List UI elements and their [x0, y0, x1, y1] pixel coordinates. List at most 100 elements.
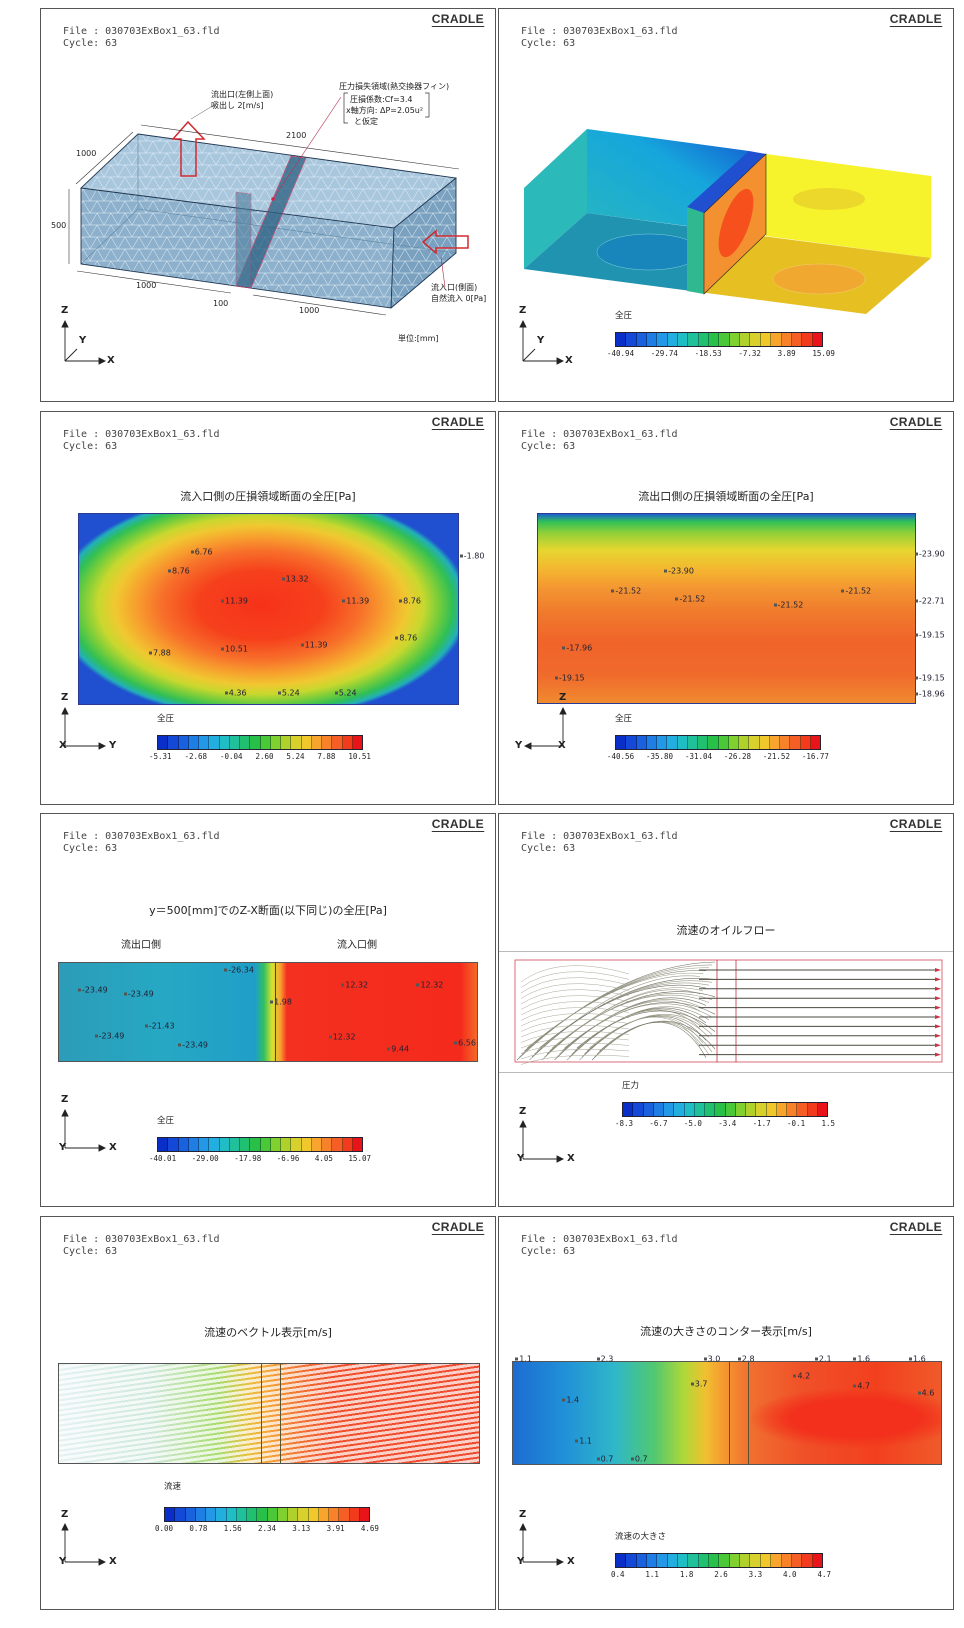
- colorbar-segment: [332, 736, 343, 749]
- streamline: [574, 1009, 701, 1052]
- contour-plot: -23.90 -23.90 -21.52 -21.52 -21.52 -21.5…: [537, 513, 945, 704]
- colorbar-segment: [281, 736, 292, 749]
- colorbar-segment: [771, 1554, 782, 1567]
- contour-label: 0.7: [631, 1454, 648, 1463]
- contour-label: 4.7: [853, 1382, 870, 1391]
- file-name: File : 030703ExBox1_63.fld: [63, 831, 220, 842]
- legend-title: 全圧: [157, 714, 175, 724]
- axis-y-label: Y: [515, 740, 523, 751]
- colorbar-segment: [735, 1103, 746, 1116]
- colorbar: [157, 735, 363, 750]
- plot-title: y＝500[mm]でのZ-X断面(以下同じ)の全圧[Pa]: [149, 904, 387, 917]
- streamline: [520, 1048, 630, 1060]
- streamline: [520, 989, 630, 1005]
- colorbar: [622, 1102, 828, 1117]
- colorbar-segment: [759, 736, 770, 749]
- colorbar-segment: [291, 1138, 302, 1151]
- colorbar-segment: [158, 736, 169, 749]
- colorbar-segment: [780, 736, 791, 749]
- colorbar-tick-label: 15.09: [812, 349, 835, 358]
- flow-arrow-icon: [935, 1015, 941, 1019]
- outlet-note: 流出口(左側上面): [211, 90, 274, 99]
- contour-label: 1.6: [909, 1354, 926, 1363]
- outflow-arrow-icon: [171, 120, 206, 177]
- streamline: [520, 1019, 630, 1032]
- colorbar-segment: [781, 333, 792, 346]
- axis-triad-icon: [519, 1522, 565, 1566]
- streamline: [520, 983, 630, 999]
- streamline: [576, 1010, 716, 1049]
- axis-z-label: Z: [61, 305, 69, 316]
- colorbar-segment: [270, 1138, 281, 1151]
- contour-label: 8.76: [399, 597, 421, 606]
- axis-y-label: Y: [59, 1142, 67, 1153]
- axis-y-label: Y: [537, 335, 545, 346]
- colorbar-tick-label: -16.77: [801, 752, 829, 761]
- colorbar-tick-label: -17.98: [234, 1154, 262, 1163]
- contour-label: 4.6: [918, 1388, 935, 1397]
- streamline: [531, 978, 716, 1058]
- oil-flow-streamlines: [514, 959, 943, 1065]
- colorbar-segment: [626, 736, 637, 749]
- loss-assume-note: と仮定: [354, 117, 378, 126]
- colorbar-segment: [810, 736, 820, 749]
- colorbar-segment: [636, 333, 648, 346]
- colorbar-segment: [349, 1508, 360, 1521]
- colorbar-segment: [322, 736, 333, 749]
- colorbar-segment: [807, 1103, 818, 1116]
- streamline: [551, 994, 710, 1049]
- contour-label: 2.3: [597, 1354, 614, 1363]
- panel-velocity-vectors: CRADLE File : 030703ExBox1_63.fld Cycle: …: [40, 1216, 496, 1610]
- colorbar-segment: [175, 1508, 186, 1521]
- divider: [499, 951, 953, 952]
- colorbar-segment: [209, 736, 220, 749]
- colorbar-tick-label: 3.3: [748, 1570, 763, 1579]
- legend-title: 全圧: [615, 714, 633, 724]
- inlet-note: 流入口(側面): [431, 283, 478, 292]
- colorbar-segment: [812, 333, 822, 346]
- colorbar-tick-label: -18.53: [694, 349, 722, 358]
- colorbar-segment: [791, 1554, 803, 1567]
- contour-label: 1.6: [853, 1354, 870, 1363]
- cycle-number: Cycle: 63: [63, 441, 118, 452]
- contour-label: 4.2: [793, 1372, 810, 1381]
- colorbar-segment: [301, 736, 312, 749]
- file-info: File : 030703ExBox1_63.fld Cycle: 63: [521, 26, 678, 50]
- colorbar-ticks: -8.3 -6.7 -5.0 -3.4 -1.7 -0.1 1.5: [615, 1119, 835, 1128]
- contour-label: -23.49: [78, 986, 108, 995]
- colorbar-tick-label: 1.5: [821, 1119, 835, 1128]
- colorbar-segment: [667, 333, 679, 346]
- streamline: [520, 1037, 630, 1049]
- panel-outlet-section-pressure: CRADLE File : 030703ExBox1_63.fld Cycle: …: [498, 411, 954, 805]
- loss-dp-note: x軸方向: ΔP=2.05u²: [346, 106, 424, 115]
- flow-arrow-icon: [935, 1033, 941, 1038]
- cycle-number: Cycle: 63: [521, 38, 576, 49]
- colorbar-segment: [688, 333, 699, 346]
- colorbar-segment: [260, 1138, 271, 1151]
- streamline: [556, 999, 704, 1058]
- colorbar-tick-label: 2.60: [255, 752, 274, 761]
- contour-label: 2.1: [815, 1354, 832, 1363]
- colorbar-segment: [643, 1103, 654, 1116]
- colorbar-segment: [636, 736, 647, 749]
- colorbar-tick-label: 2.6: [714, 1570, 728, 1579]
- colorbar-segment: [250, 1138, 261, 1151]
- file-info: File : 030703ExBox1_63.fld Cycle: 63: [521, 831, 678, 855]
- colorbar-tick-label: -31.04: [684, 752, 713, 761]
- file-name: File : 030703ExBox1_63.fld: [63, 1234, 220, 1245]
- colorbar-tick-label: -3.4: [718, 1119, 737, 1128]
- streamline: [526, 972, 704, 1049]
- cycle-number: Cycle: 63: [63, 1246, 118, 1257]
- colorbar-segment: [776, 1103, 787, 1116]
- colorbar-segment: [165, 1508, 176, 1521]
- contour-label: 1.1: [575, 1436, 592, 1445]
- streamline: [549, 993, 713, 1052]
- contour-label: 12.32: [416, 980, 443, 989]
- contour-label: 12.32: [329, 1033, 356, 1042]
- colorbar-tick-label: 4.05: [314, 1154, 333, 1163]
- colorbar-segment: [178, 1138, 189, 1151]
- panel-inlet-section-pressure: CRADLE File : 030703ExBox1_63.fld Cycle: …: [40, 411, 496, 805]
- flow-arrow-icon: [935, 996, 941, 1001]
- dim-length: 2100: [286, 131, 307, 140]
- colorbar-tick-label: 0.4: [611, 1570, 625, 1579]
